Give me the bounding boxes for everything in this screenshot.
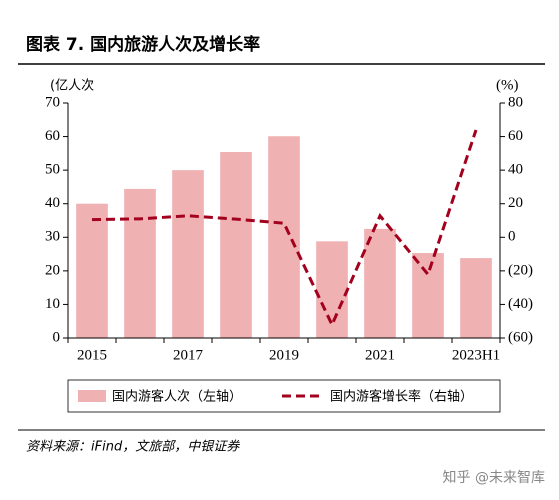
legend-label: 国内游客增长率（右轴）	[330, 389, 473, 405]
y-axis-label: (亿人次	[50, 78, 94, 94]
y2-tick-label: (40)	[508, 296, 533, 312]
bar	[364, 228, 396, 338]
y2-tick-label: 0	[508, 229, 516, 245]
x-tick-label: 2019	[269, 347, 299, 363]
x-tick-label: 2021	[365, 347, 395, 363]
y2-tick-label: 40	[508, 162, 523, 178]
chart-title: 图表 7. 国内旅游人次及增长率	[26, 34, 260, 55]
line-series	[91, 129, 478, 329]
y-tick-label: 20	[45, 262, 60, 278]
y2-axis-label: (%)	[496, 77, 519, 93]
y-tick-label: 70	[45, 94, 60, 110]
bar	[172, 170, 204, 338]
y2-tick-label: (60)	[508, 329, 533, 345]
bar	[460, 258, 492, 338]
x-tick-label: 2015	[77, 347, 107, 363]
y-tick-label: 10	[45, 296, 60, 312]
legend-label: 国内游客人次（左轴）	[112, 389, 242, 405]
y2-tick-label: 60	[508, 128, 523, 144]
bar	[316, 241, 348, 338]
y-tick-label: 60	[45, 128, 60, 144]
y-tick-label: 50	[45, 162, 60, 178]
x-tick-label: 2023H1	[452, 347, 500, 363]
x-tick-label: 2017	[173, 347, 204, 363]
y2-tick-label: (20)	[508, 262, 533, 278]
bar	[412, 253, 444, 338]
bar	[124, 188, 156, 338]
bar	[220, 152, 252, 338]
legend-swatch	[78, 390, 106, 402]
watermark: 知乎 @未来智库	[443, 469, 545, 486]
y-tick-label: 30	[45, 229, 60, 245]
bar	[268, 136, 300, 338]
legend-box	[67, 379, 501, 413]
source: 资料来源：iFind，文旅部，中银证券	[26, 439, 240, 455]
y2-tick-label: 20	[508, 195, 523, 211]
y-tick-label: 40	[45, 195, 60, 211]
y-tick-label: 0	[53, 329, 61, 345]
y2-tick-label: 80	[508, 94, 523, 110]
bar	[76, 203, 108, 338]
